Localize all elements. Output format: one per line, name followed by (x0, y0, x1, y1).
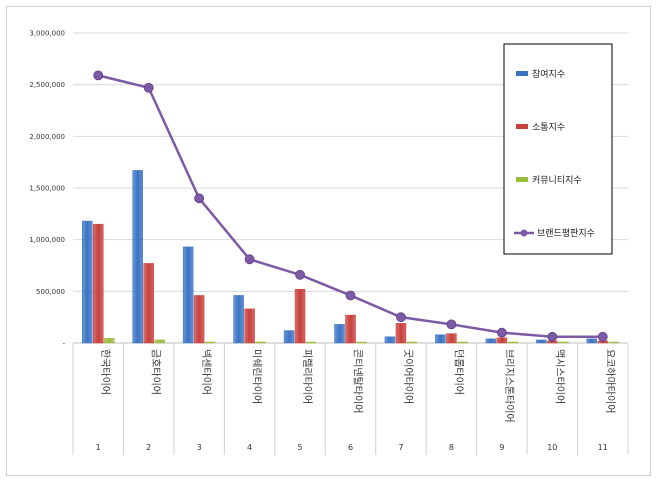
bar-1 (384, 336, 396, 344)
bar-1 (485, 338, 497, 344)
line-point (396, 312, 406, 323)
bar-3 (406, 341, 418, 344)
category-label: 한국타이어 (99, 349, 111, 395)
bar-3 (103, 338, 115, 344)
category-label: 콘티넨탈타이어 (352, 349, 365, 413)
bar-3 (356, 341, 367, 344)
y-tick-label: 3,000,000 (29, 30, 65, 38)
legend-swatch (516, 177, 528, 182)
category-label: 피렐리타이어 (301, 349, 314, 404)
category-index: 11 (598, 443, 608, 452)
bar-1 (132, 170, 143, 344)
category-index: 2 (146, 443, 151, 452)
line-point (547, 331, 558, 342)
line-point (194, 193, 205, 204)
legend-label: 브랜드평판지수 (537, 228, 595, 239)
legend-box (503, 43, 613, 255)
category-index: 7 (398, 443, 403, 452)
line-point (345, 290, 356, 301)
bar-3 (305, 341, 317, 344)
bar-1 (334, 324, 345, 344)
line-point (295, 269, 305, 280)
bar-1 (536, 339, 547, 344)
category-label: 넥센타이어 (200, 349, 212, 395)
bar-2 (496, 337, 508, 344)
category-label: 요코하마타이어 (604, 349, 617, 413)
legend-label: 커뮤니티지수 (532, 175, 582, 186)
legend-label: 소통지수 (532, 122, 565, 133)
bar-3 (204, 341, 216, 344)
y-tick-label: 1,000,000 (29, 236, 65, 244)
bar-2 (446, 333, 457, 344)
bar-3 (255, 341, 266, 344)
bar-2 (193, 295, 205, 344)
y-tick-label: - (62, 340, 65, 348)
line-point (496, 327, 507, 338)
bar-3 (608, 341, 620, 344)
bar-3 (558, 341, 569, 344)
category-index: 5 (297, 443, 302, 452)
line-point (143, 82, 154, 93)
y-tick-label: 1,500,000 (29, 185, 65, 193)
bar-1 (81, 220, 93, 344)
line-point (446, 319, 457, 330)
category-index: 10 (547, 443, 557, 452)
bar-1 (233, 295, 244, 344)
category-label: 미쉐린타이어 (251, 349, 263, 404)
line-point (93, 70, 104, 81)
bar-2 (294, 289, 306, 344)
legend-label: 참여지수 (532, 68, 565, 80)
legend-swatch (516, 71, 528, 76)
category-index: 4 (247, 443, 252, 452)
bar-2 (143, 263, 154, 344)
bar-1 (182, 246, 194, 344)
bar-1 (283, 330, 295, 344)
bar-2 (244, 308, 255, 344)
y-tick-label: 2,000,000 (29, 133, 65, 141)
y-tick-label: 2,500,000 (29, 81, 65, 89)
category-label: 굿이어타이어 (402, 349, 414, 404)
category-index: 1 (96, 443, 101, 452)
bar-1 (586, 338, 598, 344)
bar-1 (435, 334, 446, 344)
category-index: 3 (197, 443, 202, 452)
category-index: 6 (348, 443, 353, 452)
category-index: 9 (499, 443, 504, 452)
line-point (244, 254, 255, 265)
category-label: 맥시스타이어 (553, 349, 565, 404)
bar-2 (395, 323, 407, 344)
line-point (597, 331, 608, 342)
bar-3 (154, 339, 165, 344)
y-tick-label: 500,000 (36, 288, 65, 296)
category-label: 금호타이어 (150, 349, 162, 395)
category-label: 브리지스톤타이어 (503, 349, 515, 423)
bar-2 (345, 314, 356, 344)
bar-3 (457, 341, 468, 344)
legend-swatch (516, 124, 528, 129)
category-label: 던롭타이어 (452, 349, 464, 395)
bar-2 (92, 223, 104, 344)
legend-marker (520, 229, 528, 237)
bar-3 (507, 341, 519, 344)
category-index: 8 (449, 443, 454, 452)
